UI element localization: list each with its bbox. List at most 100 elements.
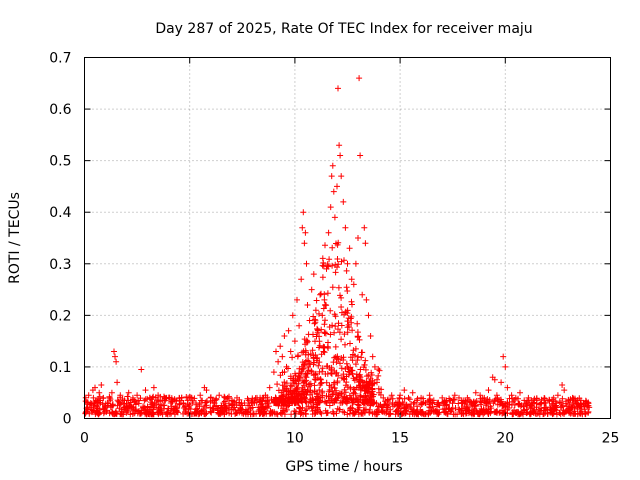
data-point xyxy=(128,403,135,410)
data-point xyxy=(559,382,566,388)
data-point xyxy=(334,183,340,190)
data-point xyxy=(324,409,331,416)
data-point xyxy=(151,399,158,406)
data-point xyxy=(578,397,584,404)
data-point xyxy=(347,340,353,347)
data-point xyxy=(548,402,555,409)
data-point xyxy=(155,392,162,399)
data-point xyxy=(334,256,341,262)
data-point xyxy=(511,402,518,408)
data-point xyxy=(338,365,345,372)
data-point xyxy=(201,403,208,410)
data-point xyxy=(460,397,467,404)
data-point xyxy=(311,382,318,389)
data-point xyxy=(283,363,290,370)
data-point xyxy=(452,411,459,418)
data-point xyxy=(125,405,132,412)
data-point xyxy=(308,405,315,412)
data-point xyxy=(223,405,230,412)
data-point xyxy=(341,257,347,264)
data-point xyxy=(295,400,302,406)
data-point xyxy=(274,381,281,388)
data-point xyxy=(331,311,338,318)
data-point xyxy=(474,408,480,415)
data-point xyxy=(340,198,347,205)
data-point xyxy=(173,407,180,414)
data-point xyxy=(329,244,336,251)
data-point xyxy=(221,393,228,400)
data-point xyxy=(406,396,413,403)
data-point xyxy=(279,353,286,360)
data-point xyxy=(365,372,372,378)
data-point xyxy=(358,349,365,356)
data-point xyxy=(150,411,157,418)
x-tick-label: 20 xyxy=(496,431,514,447)
data-point xyxy=(538,405,545,412)
data-point xyxy=(207,408,214,415)
data-point xyxy=(299,224,306,231)
data-point xyxy=(338,336,345,343)
data-point xyxy=(344,288,351,294)
data-point xyxy=(180,400,187,406)
data-point xyxy=(369,353,376,360)
data-point xyxy=(150,384,157,391)
data-point xyxy=(307,399,314,406)
data-point xyxy=(300,209,307,216)
data-point xyxy=(352,408,359,415)
data-point xyxy=(339,399,346,406)
data-point xyxy=(284,398,291,405)
data-point xyxy=(346,392,353,399)
data-point xyxy=(332,354,339,360)
data-point xyxy=(355,333,362,340)
data-point xyxy=(318,290,324,297)
data-point xyxy=(512,394,519,401)
data-point xyxy=(316,359,323,366)
data-point xyxy=(317,397,324,404)
data-point xyxy=(344,318,351,325)
data-point xyxy=(189,411,196,417)
data-point xyxy=(481,394,488,401)
data-point xyxy=(320,305,327,312)
y-tick-label: 0.6 xyxy=(49,102,71,118)
data-point xyxy=(498,379,505,386)
data-point xyxy=(90,394,97,401)
data-point xyxy=(477,398,484,405)
data-point xyxy=(301,394,308,401)
data-point xyxy=(412,409,419,416)
data-point xyxy=(376,403,383,410)
y-tick-label: 0.2 xyxy=(49,308,71,324)
data-point xyxy=(188,394,195,401)
data-point xyxy=(559,395,566,402)
data-point xyxy=(336,406,343,413)
data-point xyxy=(470,410,477,417)
data-point xyxy=(352,260,359,267)
data-point xyxy=(220,400,227,406)
data-point xyxy=(517,389,523,396)
data-point xyxy=(304,357,311,364)
data-point xyxy=(291,388,298,395)
data-point xyxy=(301,378,308,385)
data-point xyxy=(289,312,296,319)
data-point xyxy=(296,376,302,382)
data-point xyxy=(326,324,333,330)
data-point xyxy=(129,394,136,401)
data-point xyxy=(361,387,368,394)
data-point xyxy=(363,296,370,303)
data-point xyxy=(358,377,365,384)
data-point xyxy=(246,402,253,409)
data-point xyxy=(328,370,335,377)
data-point xyxy=(199,397,206,404)
data-point xyxy=(298,276,305,283)
data-point xyxy=(112,353,118,360)
y-tick-label: 0.3 xyxy=(49,257,71,273)
data-point xyxy=(272,410,278,417)
data-point xyxy=(147,399,154,406)
data-point xyxy=(414,403,420,410)
data-point xyxy=(376,367,383,374)
data-point xyxy=(521,406,527,413)
data-point xyxy=(349,327,356,334)
data-point xyxy=(406,411,413,418)
data-point xyxy=(388,392,395,399)
data-point xyxy=(374,379,380,386)
